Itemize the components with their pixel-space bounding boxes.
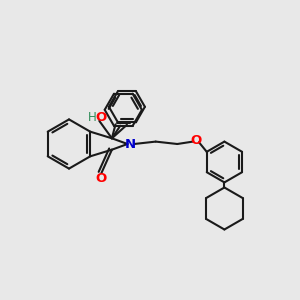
- Text: H: H: [87, 111, 96, 124]
- Text: O: O: [95, 111, 106, 124]
- Text: O: O: [190, 134, 202, 148]
- Text: O: O: [95, 172, 106, 185]
- Text: N: N: [124, 137, 136, 151]
